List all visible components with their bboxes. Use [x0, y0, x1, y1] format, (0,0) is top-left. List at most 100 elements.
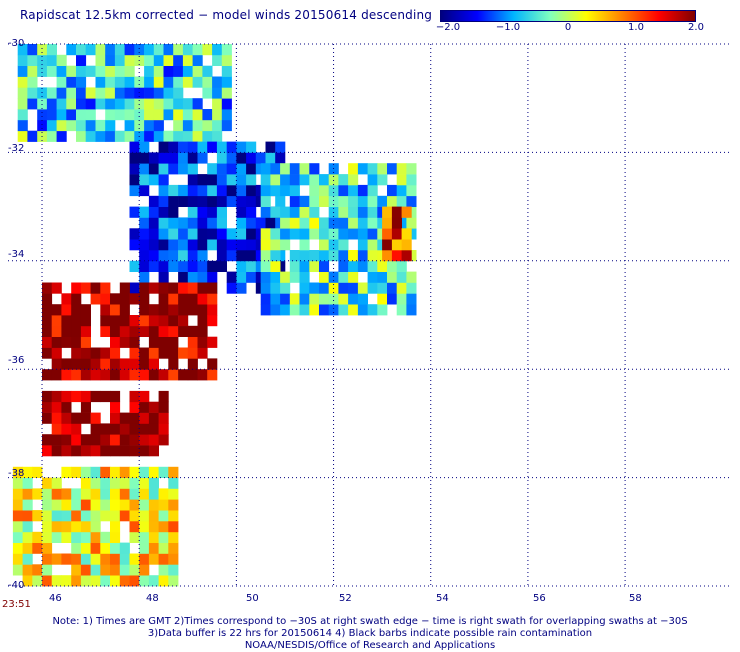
- heatmap-cell: [202, 65, 213, 77]
- heatmap-cell: [226, 174, 237, 186]
- heatmap-cell: [80, 488, 91, 500]
- heatmap-cell: [139, 510, 150, 522]
- heatmap-cell: [192, 119, 203, 132]
- heatmap-cell: [80, 401, 91, 413]
- heatmap-cell: [280, 293, 291, 305]
- heatmap-cell: [100, 531, 111, 543]
- heatmap-cell: [212, 54, 223, 66]
- heatmap-cell: [46, 87, 57, 99]
- heatmap-cell: [56, 76, 67, 88]
- heatmap-cell: [114, 65, 125, 77]
- heatmap-cell: [406, 304, 417, 316]
- heatmap-cell: [406, 293, 417, 305]
- heatmap-cell: [280, 271, 291, 283]
- heatmap-cell: [187, 195, 198, 207]
- x-tick-label: 50: [246, 593, 259, 604]
- heatmap-cell: [17, 44, 28, 56]
- heatmap-cell: [51, 499, 62, 511]
- heatmap-cell: [158, 195, 169, 207]
- heatmap-cell: [134, 98, 145, 110]
- heatmap-cell: [129, 293, 140, 305]
- heatmap-cell: [12, 521, 23, 533]
- heatmap-cell: [387, 282, 398, 294]
- heatmap-cell: [139, 239, 150, 251]
- heatmap-cell: [148, 282, 159, 294]
- heatmap-cell: [124, 109, 135, 121]
- heatmap-cell: [61, 488, 72, 500]
- heatmap-cell: [80, 336, 91, 348]
- y-tick-label: -30: [8, 38, 25, 49]
- heatmap-cell: [163, 44, 174, 56]
- heatmap-cell: [202, 76, 213, 88]
- heatmap-cell: [90, 466, 101, 478]
- heatmap-cell: [348, 293, 359, 305]
- heatmap-cell: [119, 445, 130, 457]
- heatmap-cell: [192, 109, 203, 121]
- heatmap-cell: [129, 347, 140, 359]
- heatmap-cell: [158, 293, 169, 305]
- heatmap-cell: [110, 553, 121, 565]
- heatmap-cell: [246, 271, 257, 283]
- heatmap-cell: [319, 250, 330, 262]
- heatmap-cell: [114, 98, 125, 110]
- heatmap-cell: [158, 521, 169, 533]
- heatmap-cell: [71, 423, 82, 435]
- heatmap-cell: [80, 390, 91, 403]
- heatmap-cell: [61, 553, 72, 565]
- heatmap-cell: [197, 174, 208, 186]
- heatmap-cell: [32, 510, 43, 522]
- heatmap-cell: [90, 575, 101, 587]
- y-tick-label: -36: [8, 355, 25, 366]
- heatmap-cell: [202, 87, 213, 99]
- heatmap-cell: [158, 466, 169, 478]
- heatmap-cell: [187, 282, 198, 294]
- heatmap-cell: [367, 282, 378, 294]
- heatmap-cell: [110, 390, 121, 403]
- heatmap-cell: [148, 315, 159, 327]
- heatmap-cell: [22, 575, 33, 587]
- heatmap-cell: [387, 163, 398, 175]
- heatmap-cell: [139, 163, 150, 175]
- heatmap-cell: [139, 250, 150, 262]
- heatmap-cell: [207, 304, 218, 316]
- heatmap-cell: [168, 228, 179, 240]
- heatmap-cell: [90, 423, 101, 435]
- heatmap-cell: [80, 358, 91, 370]
- heatmap-cell: [71, 336, 82, 348]
- heatmap-cell: [367, 195, 378, 207]
- heatmap-cell: [134, 109, 145, 121]
- heatmap-cell: [37, 44, 48, 56]
- heatmap-cell: [46, 65, 57, 77]
- heatmap-cell: [139, 358, 150, 370]
- heatmap-cell: [110, 510, 121, 522]
- heatmap-cell: [129, 282, 140, 294]
- heatmap-cell: [328, 250, 339, 262]
- heatmap-cell: [80, 510, 91, 522]
- heatmap-cell: [173, 119, 184, 132]
- heatmap-cell: [168, 510, 179, 522]
- x-tick-label: 52: [339, 593, 352, 604]
- heatmap-cell: [338, 217, 349, 229]
- heatmap-cell: [42, 315, 53, 327]
- heatmap-cell: [207, 217, 218, 229]
- heatmap-cell: [56, 54, 67, 66]
- heatmap-cell: [148, 531, 159, 543]
- heatmap-cell: [338, 184, 349, 197]
- heatmap-cell: [187, 141, 198, 153]
- heatmap-cell: [80, 347, 91, 359]
- colorbar-tick-label: −1.0: [495, 22, 521, 33]
- heatmap-cell: [139, 325, 150, 337]
- heatmap-cell: [289, 184, 300, 197]
- heatmap-cell: [299, 174, 310, 186]
- heatmap-cell: [80, 325, 91, 337]
- heatmap-cell: [207, 358, 218, 370]
- heatmap-cell: [367, 250, 378, 262]
- heatmap-cell: [260, 184, 271, 197]
- heatmap-cell: [139, 521, 150, 533]
- heatmap-cell: [377, 271, 388, 283]
- heatmap-cell: [61, 390, 72, 403]
- heatmap-cell: [153, 119, 164, 132]
- heatmap-cell: [260, 260, 271, 272]
- heatmap-cell: [114, 76, 125, 88]
